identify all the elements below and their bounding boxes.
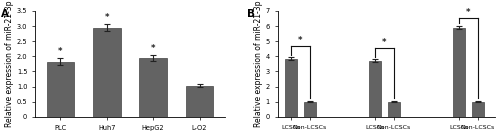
Bar	[186, 86, 214, 117]
Bar	[368, 61, 381, 117]
Bar	[452, 28, 465, 117]
Bar	[140, 58, 167, 117]
Text: B: B	[247, 9, 255, 19]
Text: *: *	[298, 36, 302, 45]
Text: *: *	[104, 13, 109, 22]
Text: A: A	[1, 9, 9, 19]
Bar	[285, 59, 297, 117]
Bar	[304, 101, 316, 117]
Bar	[93, 28, 120, 117]
Bar	[388, 101, 400, 117]
Bar	[46, 62, 74, 117]
Y-axis label: Relative expression of miR-21-3p: Relative expression of miR-21-3p	[5, 1, 14, 127]
Text: *: *	[382, 38, 386, 47]
Text: *: *	[151, 44, 156, 53]
Bar	[472, 101, 484, 117]
Text: *: *	[466, 8, 470, 17]
Y-axis label: Relative expression of miR-21-3p: Relative expression of miR-21-3p	[254, 1, 263, 127]
Text: *: *	[58, 47, 62, 56]
